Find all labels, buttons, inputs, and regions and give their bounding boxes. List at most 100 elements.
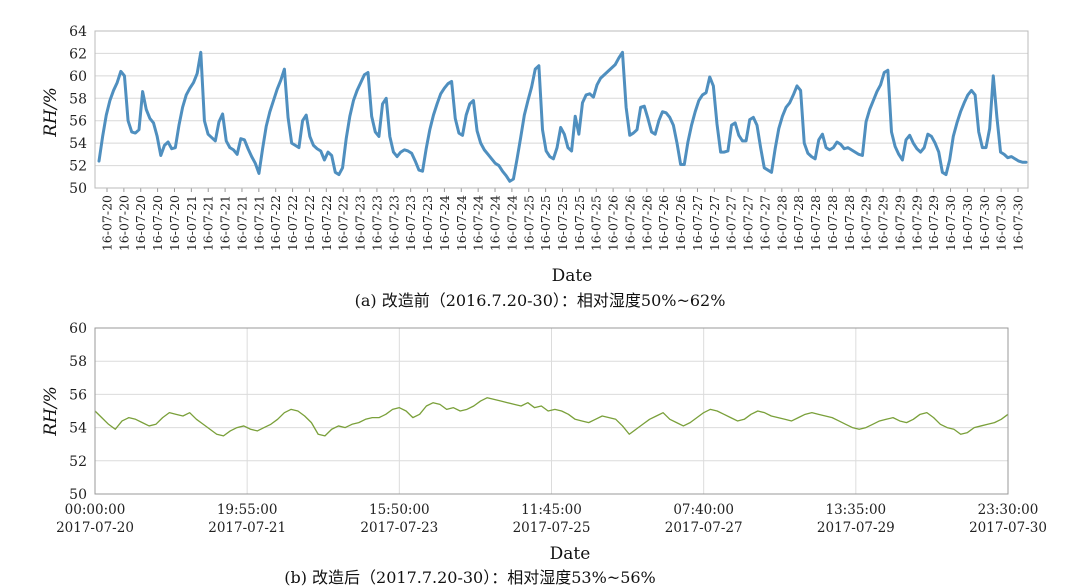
chart-a-x-tick-label: 16-07-21 xyxy=(234,195,249,251)
chart-b-x-tick-time: 15:50:00 xyxy=(369,502,430,518)
chart-b-y-tick-label: 56 xyxy=(69,387,87,403)
chart-a-x-tick-label: 16-07-22 xyxy=(336,195,351,251)
chart-a-x-tick-label: 16-07-30 xyxy=(960,195,975,251)
chart-b-x-tick-time: 13:35:00 xyxy=(826,502,887,518)
chart-b-y-tick-label: 52 xyxy=(69,454,87,470)
chart-a-x-tick-label: 16-07-23 xyxy=(403,195,418,251)
chart-a-x-tick-label: 16-07-23 xyxy=(353,195,368,251)
chart-b-y-ticks: 50 52 54 56 58 60 xyxy=(69,321,87,503)
chart-a-x-tick-label: 16-07-20 xyxy=(167,195,182,251)
chart-a-x-tick-label: 16-07-24 xyxy=(471,195,486,251)
chart-b-y-tick-label: 54 xyxy=(69,421,87,437)
chart-a-x-ticks: 16-07-20 16-07-20 16-07-20 16-07-20 16-07-20… xyxy=(100,188,1026,251)
chart-a-x-tick-label: 16-07-29 xyxy=(892,195,907,251)
chart-b-x-tick-date: 2017-07-23 xyxy=(360,520,438,536)
chart-a-gridlines xyxy=(95,30,1028,189)
chart-a-x-tick-label: 16-07-26 xyxy=(622,195,637,251)
chart-b-x-tick-date: 2017-07-30 xyxy=(969,520,1047,536)
chart-b-x-tick-date: 2017-07-20 xyxy=(56,520,134,536)
chart-a-x-tick-label: 16-07-29 xyxy=(859,195,874,251)
chart-a-y-axis-label: RH/% xyxy=(41,87,61,138)
chart-a-y-tick-label: 64 xyxy=(69,24,87,40)
chart-b-y-tick-label: 60 xyxy=(69,321,87,337)
chart-a-x-tick-label: 16-07-27 xyxy=(707,195,722,251)
chart-a-x-tick-label: 16-07-28 xyxy=(808,195,823,251)
chart-a-x-tick-label: 16-07-24 xyxy=(454,195,469,251)
chart-a-x-tick-label: 16-07-28 xyxy=(825,195,840,251)
chart-a-x-tick-label: 16-07-28 xyxy=(791,195,806,251)
chart-a-x-tick-label: 16-07-29 xyxy=(909,195,924,251)
chart-a-x-tick-label: 16-07-27 xyxy=(724,195,739,251)
chart-a-y-tick-label: 50 xyxy=(69,181,87,197)
chart-a-plot-frame xyxy=(94,30,1029,189)
chart-a-y-tick-label: 54 xyxy=(69,136,87,152)
chart-a-x-tick-label: 16-07-25 xyxy=(589,195,604,251)
chart-b-x-tick-time: 11:45:00 xyxy=(521,502,582,518)
chart-a-x-tick-label: 16-07-22 xyxy=(285,195,300,251)
chart-b-x-axis-label: Date xyxy=(550,544,591,564)
chart-a-x-tick-label: 16-07-22 xyxy=(268,195,283,251)
chart-b-y-tick-label: 50 xyxy=(69,487,87,503)
chart-a-x-tick-label: 16-07-25 xyxy=(572,195,587,251)
chart-a-y-tick-label: 60 xyxy=(69,69,87,85)
chart-a-x-tick-label: 16-07-23 xyxy=(386,195,401,251)
chart-a-x-tick-label: 16-07-20 xyxy=(116,195,131,251)
chart-a-series-line xyxy=(97,50,1028,183)
chart-a-x-tick-label: 16-07-30 xyxy=(977,195,992,251)
chart-a-x-tick-label: 16-07-24 xyxy=(488,195,503,251)
chart-a-x-tick-label: 16-07-27 xyxy=(741,195,756,251)
chart-b-x-tick-time: 07:40:00 xyxy=(673,502,734,518)
chart-b-gridlines xyxy=(95,327,1008,495)
chart-a-x-tick-label: 16-07-21 xyxy=(201,195,216,251)
chart-b-series-line xyxy=(94,397,1009,437)
chart-a-x-tick-label: 16-07-23 xyxy=(369,195,384,251)
chart-a-x-tick-label: 16-07-24 xyxy=(437,195,452,251)
chart-b-x-ticks: 00:00:00 2017-07-20 19:55:00 2017-07-21 15:5… xyxy=(56,502,1047,536)
chart-b-x-tick-date: 2017-07-21 xyxy=(208,520,286,536)
chart-b-x-tick-time: 00:00:00 xyxy=(65,502,126,518)
chart-a-x-tick-label: 16-07-20 xyxy=(133,195,148,251)
chart-a-x-tick-label: 16-07-25 xyxy=(555,195,570,251)
chart-a-x-tick-label: 16-07-22 xyxy=(302,195,317,251)
chart-a-y-tick-label: 62 xyxy=(69,46,87,62)
chart-a-x-tick-label: 16-07-29 xyxy=(876,195,891,251)
chart-a-x-tick-label: 16-07-27 xyxy=(757,195,772,251)
chart-b: 50 52 54 56 58 60 00:00:00 2017-07-20 19:55:00 2… xyxy=(41,321,1047,587)
chart-a-x-tick-label: 16-07-28 xyxy=(842,195,857,251)
chart-a-y-tick-label: 56 xyxy=(69,114,87,130)
chart-a-x-tick-label: 16-07-23 xyxy=(420,195,435,251)
chart-a-x-tick-label: 16-07-26 xyxy=(639,195,654,251)
chart-a-x-tick-label: 16-07-21 xyxy=(184,195,199,251)
chart-a-x-axis-label: Date xyxy=(552,266,593,286)
chart-a-x-tick-label: 16-07-30 xyxy=(994,195,1009,251)
chart-b-y-tick-label: 58 xyxy=(69,354,87,370)
chart-a-x-tick-label: 16-07-26 xyxy=(606,195,621,251)
chart-a-y-ticks: 50 52 54 56 58 60 62 64 xyxy=(69,24,87,197)
chart-a-y-tick-label: 58 xyxy=(69,91,87,107)
chart-b-y-axis-label: RH/% xyxy=(41,386,61,437)
chart-b-x-tick-date: 2017-07-27 xyxy=(665,520,743,536)
chart-b-x-tick-time: 23:30:00 xyxy=(978,502,1039,518)
chart-a-x-tick-label: 16-07-21 xyxy=(251,195,266,251)
chart-a-x-tick-label: 16-07-28 xyxy=(774,195,789,251)
chart-a-x-tick-label: 16-07-25 xyxy=(521,195,536,251)
chart-a-x-tick-label: 16-07-30 xyxy=(1011,195,1026,251)
chart-b-x-tick-time: 19:55:00 xyxy=(217,502,278,518)
chart-b-x-tick-date: 2017-07-29 xyxy=(817,520,895,536)
chart-a-x-tick-label: 16-07-25 xyxy=(538,195,553,251)
chart-a-x-tick-label: 16-07-22 xyxy=(319,195,334,251)
chart-a-x-tick-label: 16-07-20 xyxy=(150,195,165,251)
chart-a-caption: (a) 改造前（2016.7.20-30）：相对湿度50%~62% xyxy=(355,291,726,310)
chart-a-x-tick-label: 16-07-24 xyxy=(504,195,519,251)
chart-b-caption: (b) 改造后（2017.7.20-30）：相对湿度53%~56% xyxy=(284,568,656,587)
chart-a-x-tick-label: 16-07-29 xyxy=(926,195,941,251)
chart-a-x-tick-label: 16-07-30 xyxy=(943,195,958,251)
chart-a-x-tick-label: 16-07-20 xyxy=(100,195,115,251)
chart-a-x-tick-label: 16-07-26 xyxy=(656,195,671,251)
chart-a-x-tick-label: 16-07-27 xyxy=(690,195,705,251)
chart-a-x-tick-label: 16-07-26 xyxy=(673,195,688,251)
chart-b-plot-frame xyxy=(94,327,1009,495)
chart-a-y-tick-label: 52 xyxy=(69,159,87,175)
